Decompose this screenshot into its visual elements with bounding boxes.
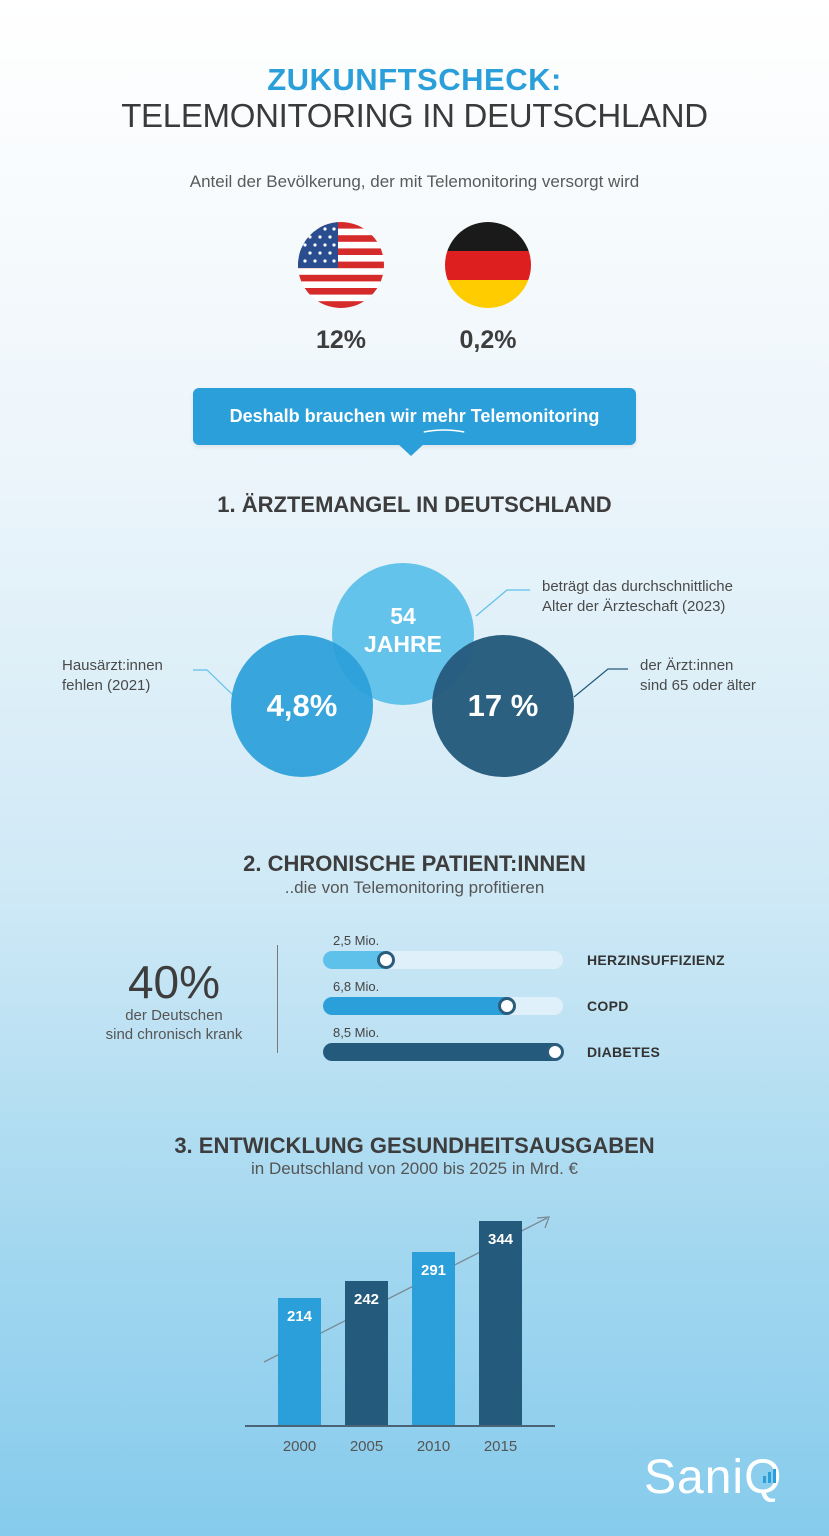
chronic-stat-value: 40%: [127, 956, 221, 1008]
logo-bars-icon: [763, 1469, 776, 1483]
chart-baseline: [245, 1425, 555, 1427]
bar-knob: [376, 951, 395, 969]
chart-bar-value: 242: [353, 1291, 380, 1309]
title-line-2: TELEMONITORING IN DEUTSCHLAND: [121, 97, 708, 134]
connector-line-top: [475, 589, 530, 617]
circle-missing-gps: 4,8%: [231, 635, 373, 777]
chart-bar: 214: [278, 1298, 321, 1425]
bar-track: [323, 997, 563, 1015]
bar-caption: 2,5 Mio.: [333, 933, 380, 948]
bar-label: COPD: [587, 998, 629, 1014]
callout-emphasis: mehr: [422, 406, 466, 433]
circle-older-doctors: 17 %: [432, 635, 574, 777]
germany-flag-icon: [445, 222, 531, 308]
label-missing-gps: Hausärzt:innen fehlen (2021): [62, 657, 163, 694]
connector-line-right: [573, 668, 628, 698]
connector-line-left: [193, 669, 237, 699]
label-average-age: beträgt das durchschnittliche Alter der …: [542, 578, 733, 615]
bar-knob: [498, 997, 516, 1015]
missing-gps-value: 4,8%: [266, 688, 338, 723]
germany-percentage: 0,2%: [459, 326, 517, 354]
label-older-doctors: der Ärzt:innen sind 65 oder älter: [640, 657, 756, 694]
section2-divider: [277, 945, 278, 1053]
bar-track: [323, 1043, 564, 1061]
bar-track: [323, 951, 563, 969]
average-age-unit: JAHRE: [364, 631, 442, 657]
section2-title: 2. CHRONISCHE PATIENT:INNEN: [243, 851, 586, 876]
bar-label: DIABETES: [587, 1044, 661, 1060]
callout-text-after: Telemonitoring: [470, 406, 600, 426]
chart-bar-value: 344: [487, 1231, 514, 1248]
chart-x-tick: 2015: [483, 1438, 518, 1455]
chart-x-tick: 2010: [416, 1438, 451, 1455]
usa-flag-icon: [298, 222, 384, 308]
chart-x-tick: 2000: [282, 1438, 317, 1455]
average-age-value: 54: [390, 603, 416, 629]
section1-title: 1. ÄRZTEMANGEL IN DEUTSCHLAND: [217, 492, 612, 517]
chart-bar: 344: [479, 1221, 522, 1425]
section3-title: 3. ENTWICKLUNG GESUNDHEITSAUSGABEN: [174, 1133, 655, 1158]
older-doctors-value: 17 %: [467, 688, 539, 723]
section3-subtitle: in Deutschland von 2000 bis 2025 in Mrd.…: [251, 1159, 578, 1178]
chart-bar: 242: [345, 1281, 388, 1425]
underline-swoosh-icon: [423, 429, 465, 433]
callout-banner: Deshalb brauchen wir mehr Telemonitoring: [193, 388, 636, 445]
callout-text-before: Deshalb brauchen wir: [229, 406, 417, 426]
bar-fill: [323, 997, 515, 1015]
connector-lines: [193, 589, 628, 699]
chronic-stat-label: der Deutschen sind chronisch krank: [105, 1007, 243, 1043]
chart-x-tick: 2005: [349, 1438, 384, 1455]
chart-bar-value: 214: [286, 1308, 313, 1326]
callout-pointer: [397, 443, 425, 456]
bar-caption: 6,8 Mio.: [333, 979, 380, 994]
chart-bar-value: 291: [420, 1262, 447, 1280]
bar-caption: 8,5 Mio.: [333, 1025, 380, 1040]
title-line-1: ZUKUNFTSCHECK:: [267, 62, 562, 97]
usa-percentage: 12%: [315, 326, 367, 354]
bar-fill: [323, 1043, 563, 1061]
section2-subtitle: ..die von Telemonitoring profitieren: [284, 878, 545, 897]
bar-fill: [323, 951, 394, 969]
bar-label: HERZINSUFFIZIENZ: [587, 952, 725, 968]
chart-bar: 291: [412, 1252, 455, 1425]
bar-knob: [546, 1043, 564, 1061]
subtitle: Anteil der Bevölkerung, der mit Telemoni…: [189, 172, 640, 191]
